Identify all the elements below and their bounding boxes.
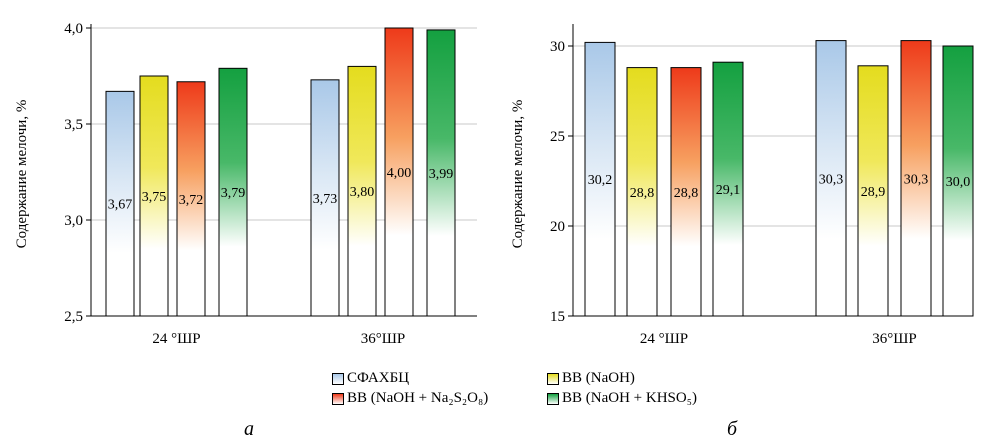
legend-label-1: ВВ (NaOH) (562, 370, 635, 386)
panel-a-ytick-label: 3,5 (64, 117, 83, 133)
panel-a-bar-1-3 (426, 29, 456, 317)
panel-a-y-axis-label: Содержание мелочи, % (14, 100, 30, 249)
panel-letter-b: б (727, 418, 738, 440)
panel-b-y-axis-label: Содержание мелочи, % (510, 100, 526, 249)
legend-item-1: ВВ (NaOH) (547, 370, 635, 387)
panel-b-bar-label-0-2: 28,8 (674, 186, 699, 201)
legend: СФАХБЦ ВВ (NaOH) ВВ (NaOH + Na₂S₂O₈) ВВ … (332, 370, 792, 410)
panel-b-bar-label-0-3: 29,1 (716, 183, 741, 198)
panel-a-category-label-0: 24 °ШР (152, 331, 200, 347)
panel-a-bar-0-1 (139, 75, 169, 317)
panel-b-bar-label-1-2: 30,3 (904, 172, 929, 187)
panel-a-bar-label-1-0: 3,73 (313, 192, 338, 207)
panel-b-bar-label-1-1: 28,9 (861, 185, 886, 200)
panel-a-bar-label-1-3: 3,99 (429, 167, 454, 182)
legend-swatch-0 (332, 372, 344, 385)
panel-b-ytick-label: 25 (550, 129, 565, 145)
panel-a-bar-label-0-0: 3,67 (108, 198, 133, 213)
panel-a-bar-0-3 (218, 67, 248, 317)
panel-a-bar-label-1-1: 3,80 (350, 185, 375, 200)
panel-a-bar-1-2 (384, 27, 414, 317)
panel-b-bar-label-0-1: 28,8 (630, 186, 655, 201)
panel-a-category-label-1: 36°ШР (361, 331, 405, 347)
panel-b-bar-label-1-0: 30,3 (819, 172, 844, 187)
panel-a-bar-label-1-2: 4,00 (387, 166, 412, 181)
panel-a-bar-label-0-1: 3,75 (142, 190, 167, 205)
panel-b-ytick-label: 30 (550, 39, 565, 55)
panel-b-bar-1-0 (815, 40, 847, 317)
panel-a-ytick-label: 3,0 (64, 213, 83, 229)
panel-b-bar-0-3 (712, 61, 744, 317)
panel-a-ytick-label: 2,5 (64, 309, 83, 325)
panel-b-bar-label-0-0: 30,2 (588, 173, 613, 188)
chart-panel-b: 15 20 25 30 30,2 28,8 28,8 29,1 24 °ШР 30,3 28,9 30… (510, 24, 974, 347)
legend-item-3: ВВ (NaOH + KHSO₅) (547, 390, 697, 407)
panel-b-bar-0-1 (626, 67, 658, 317)
panel-b-ytick-label: 15 (550, 309, 565, 325)
chart-panel-a: 2,5 3,0 3,5 4,0 3,67 3,75 3,72 3,79 24 °ШР 3,73 3,… (14, 21, 477, 347)
panel-a-bar-1-0 (310, 79, 340, 317)
legend-label-3: ВВ (NaOH + KHSO₅) (562, 390, 697, 406)
panel-b-ytick-label: 20 (550, 219, 565, 235)
panel-a-bar-0-0 (105, 90, 135, 317)
legend-label-2: ВВ (NaOH + Na₂S₂O₈) (347, 390, 489, 406)
panel-b-category-label-0: 24 °ШР (640, 331, 688, 347)
legend-swatch-1 (547, 372, 559, 385)
panel-b-bar-0-0 (584, 41, 616, 317)
panel-a-bar-label-0-2: 3,72 (179, 193, 204, 208)
panel-letter-a: а (244, 418, 254, 440)
legend-label-0: СФАХБЦ (347, 370, 410, 386)
panel-b-bar-label-1-3: 30,0 (946, 175, 971, 190)
panel-a-bar-1-1 (347, 65, 377, 317)
legend-swatch-2 (332, 392, 344, 405)
legend-item-0: СФАХБЦ (332, 370, 409, 387)
panel-a-bar-0-2 (176, 81, 206, 317)
panel-a-ytick-label: 4,0 (64, 21, 83, 37)
legend-swatch-3 (547, 392, 559, 405)
panel-b-bar-0-2 (670, 67, 702, 317)
panel-b-category-label-1: 36°ШР (872, 331, 916, 347)
panel-a-bar-label-0-3: 3,79 (221, 186, 246, 201)
panel-b-bar-1-2 (900, 40, 932, 317)
panel-b-bar-1-3 (942, 45, 974, 317)
panel-b-bar-1-1 (857, 65, 889, 317)
legend-item-2: ВВ (NaOH + Na₂S₂O₈) (332, 390, 488, 407)
